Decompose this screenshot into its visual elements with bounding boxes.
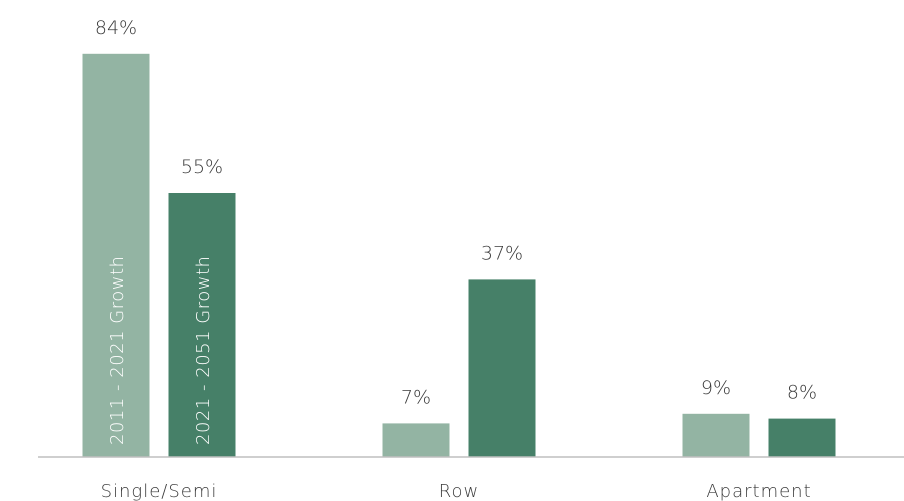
category-labels-group: Single/Semi Row Apartment <box>101 481 811 501</box>
data-label: 37% <box>481 242 523 264</box>
data-label: 7% <box>401 386 431 408</box>
bar-apartment-series-2 <box>768 418 836 457</box>
data-label: 8% <box>787 382 817 404</box>
bar-row-series-1 <box>382 423 450 457</box>
series-labels-group: 2011 - 2021 Growth 2021 - 2051 Growth <box>107 256 214 445</box>
bar-single-semi-series-1 <box>82 53 150 458</box>
data-label: 84% <box>95 17 137 39</box>
category-label: Single/Semi <box>101 481 218 501</box>
data-label: 9% <box>701 377 731 399</box>
bar-row-series-2 <box>468 279 536 457</box>
category-label: Apartment <box>706 481 811 501</box>
category-label: Row <box>439 481 479 501</box>
bar-single-semi-series-2 <box>168 193 236 457</box>
series-label-2: 2021 - 2051 Growth <box>193 256 214 445</box>
value-labels-group: 84% 55% 7% 37% 9% 8% <box>95 17 817 409</box>
bar-apartment-series-1 <box>682 413 750 457</box>
series-label-1: 2011 - 2021 Growth <box>107 256 128 445</box>
data-label: 55% <box>181 156 223 178</box>
bars-group <box>82 53 836 458</box>
